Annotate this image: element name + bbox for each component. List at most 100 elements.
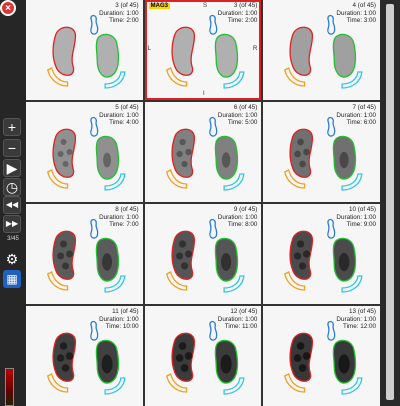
calyx-spot: [303, 352, 311, 360]
calyx-spot: [61, 364, 70, 372]
calyx-spot: [178, 342, 187, 350]
left-kidney: [52, 128, 77, 178]
frame-cell[interactable]: 8 (of 45) Duration: 1:00 Time: 7:00: [26, 204, 143, 304]
close-icon[interactable]: ×: [0, 0, 16, 16]
frame-duration: Duration: 1:00: [99, 111, 139, 119]
zoom-in-icon[interactable]: +: [3, 118, 21, 136]
layers-icon[interactable]: ▦: [3, 270, 21, 288]
play-icon[interactable]: ▶: [3, 159, 21, 177]
left-background-roi: [284, 271, 306, 291]
fast-forward-icon[interactable]: ▶▶: [3, 215, 21, 233]
frame-info: 9 (of 45) Duration: 1:00 Time: 8:00: [218, 206, 258, 229]
vertical-scrollbar[interactable]: [380, 0, 400, 406]
frame-time: Time: 12:00: [342, 323, 376, 331]
frame-time: Time: 2:00: [109, 17, 139, 25]
bladder-roi: [208, 320, 218, 341]
bladder-roi: [327, 218, 336, 239]
rewind-icon[interactable]: ◀◀: [3, 196, 21, 214]
frame-time: Time: 7:00: [109, 221, 139, 229]
left-background-roi: [165, 271, 187, 291]
calyx-spot: [297, 138, 305, 146]
frame-time: Time: 3:00: [346, 17, 376, 25]
calyx-spot: [178, 240, 186, 248]
frame-info: 13 (of 45) Duration: 1:00 Time: 12:00: [336, 308, 376, 331]
renal-pelvis: [220, 354, 232, 374]
frame-info: 10 (of 45) Duration: 1:00 Time: 9:00: [336, 206, 376, 229]
slice-indicator: 3/45: [7, 236, 19, 242]
bladder-roi: [90, 14, 99, 35]
zoom-out-icon[interactable]: −: [3, 139, 21, 157]
frame-info: 11 (of 45) Duration: 1:00 Time: 10:00: [99, 308, 139, 331]
frame-time: Time: 8:00: [227, 221, 258, 229]
color-scale-bar[interactable]: [5, 368, 14, 406]
orientation-right: R: [252, 46, 258, 52]
calyx-spot: [57, 252, 65, 260]
calyx-spot: [299, 160, 307, 168]
frame-duration: Duration: 1:00: [99, 213, 139, 221]
frame-duration: Duration: 1:00: [99, 9, 139, 17]
calyx-spot: [297, 342, 305, 350]
bladder-roi: [327, 320, 336, 341]
calyx-spot: [294, 252, 302, 260]
frame-cell[interactable]: 10 (of 45) Duration: 1:00 Time: 9:00: [263, 204, 380, 304]
frame-cell[interactable]: 3 (of 45) Duration: 1:00 Time: 2:00: [26, 0, 143, 100]
right-background-roi: [104, 275, 126, 293]
frame-duration: Duration: 1:00: [217, 9, 258, 17]
renal-pelvis: [101, 354, 113, 374]
renal-pelvis: [339, 252, 350, 272]
right-background-roi: [104, 71, 126, 89]
frame-cell[interactable]: 12 (of 45) Duration: 1:00 Time: 11:00: [144, 306, 262, 406]
frame-duration: Duration: 1:00: [217, 315, 258, 323]
left-background-roi: [165, 169, 187, 189]
frame-time: Time: 2:00: [227, 17, 258, 25]
scintigraphy-image: [47, 14, 126, 89]
frame-duration: Duration: 1:00: [336, 315, 376, 323]
frame-cell[interactable]: 3 (of 45) Duration: 1:00 Time: 2:00 MAG3…: [144, 0, 262, 100]
clock-icon[interactable]: ◷: [3, 178, 21, 196]
left-kidney: [52, 230, 77, 280]
calyx-spot: [175, 354, 184, 362]
settings-icon[interactable]: ⚙: [5, 251, 19, 267]
frame-info: 7 (of 45) Duration: 1:00 Time: 6:00: [336, 104, 376, 127]
frame-cell[interactable]: 11 (of 45) Duration: 1:00 Time: 10:00: [26, 306, 143, 406]
calyx-spot: [57, 150, 64, 158]
tracer-tag: MAG3: [148, 3, 170, 9]
frame-number: 13 (of 45): [349, 308, 376, 315]
calyx-spot: [176, 150, 183, 158]
bladder-roi: [90, 320, 99, 341]
frame-duration: Duration: 1:00: [217, 111, 258, 119]
right-kidney: [214, 33, 238, 78]
frame-cell[interactable]: 6 (of 45) Duration: 1:00 Time: 5:00: [144, 102, 262, 202]
right-background-roi: [341, 173, 363, 191]
renal-pelvis: [102, 253, 113, 271]
right-background-roi: [223, 377, 245, 395]
frame-cell[interactable]: 5 (of 45) Duration: 1:00 Time: 4:00: [26, 102, 143, 202]
frame-cell[interactable]: 4 (of 45) Duration: 1:00 Time: 3:00: [263, 0, 380, 100]
calyx-spot: [62, 160, 69, 168]
calyx-spot: [66, 250, 73, 258]
scintigraphy-image: [284, 14, 363, 89]
calyx-spot: [65, 352, 74, 360]
bladder-roi: [208, 116, 218, 137]
right-background-roi: [341, 71, 363, 89]
frame-time: Time: 4:00: [109, 119, 139, 127]
frame-info: 3 (of 45) Duration: 1:00 Time: 2:00: [218, 2, 258, 25]
left-kidney: [171, 230, 195, 280]
frame-info: 12 (of 45) Duration: 1:00 Time: 11:00: [218, 308, 258, 331]
calyx-spot: [180, 262, 188, 270]
scintigraphy-image: [284, 218, 363, 293]
scrollbar-thumb[interactable]: [386, 4, 394, 400]
frame-duration: Duration: 1:00: [336, 111, 376, 119]
renal-pelvis: [338, 354, 351, 374]
frame-number: 10 (of 45): [349, 206, 376, 213]
renal-pelvis: [339, 151, 349, 169]
left-toolbar: × + − ▶ ◷ ◀◀ ▶▶ 3/45 ⚙ ▦: [0, 0, 26, 406]
scintigraphy-image: [284, 116, 363, 191]
frame-cell[interactable]: 7 (of 45) Duration: 1:00 Time: 6:00: [263, 102, 380, 202]
frame-cell[interactable]: 13 (of 45) Duration: 1:00 Time: 12:00: [263, 306, 380, 406]
frame-cell[interactable]: 9 (of 45) Duration: 1:00 Time: 8:00: [144, 204, 262, 304]
frame-number: 12 (of 45): [230, 308, 258, 315]
calyx-spot: [59, 342, 68, 350]
left-background-roi: [165, 373, 187, 393]
right-background-roi: [104, 173, 126, 191]
